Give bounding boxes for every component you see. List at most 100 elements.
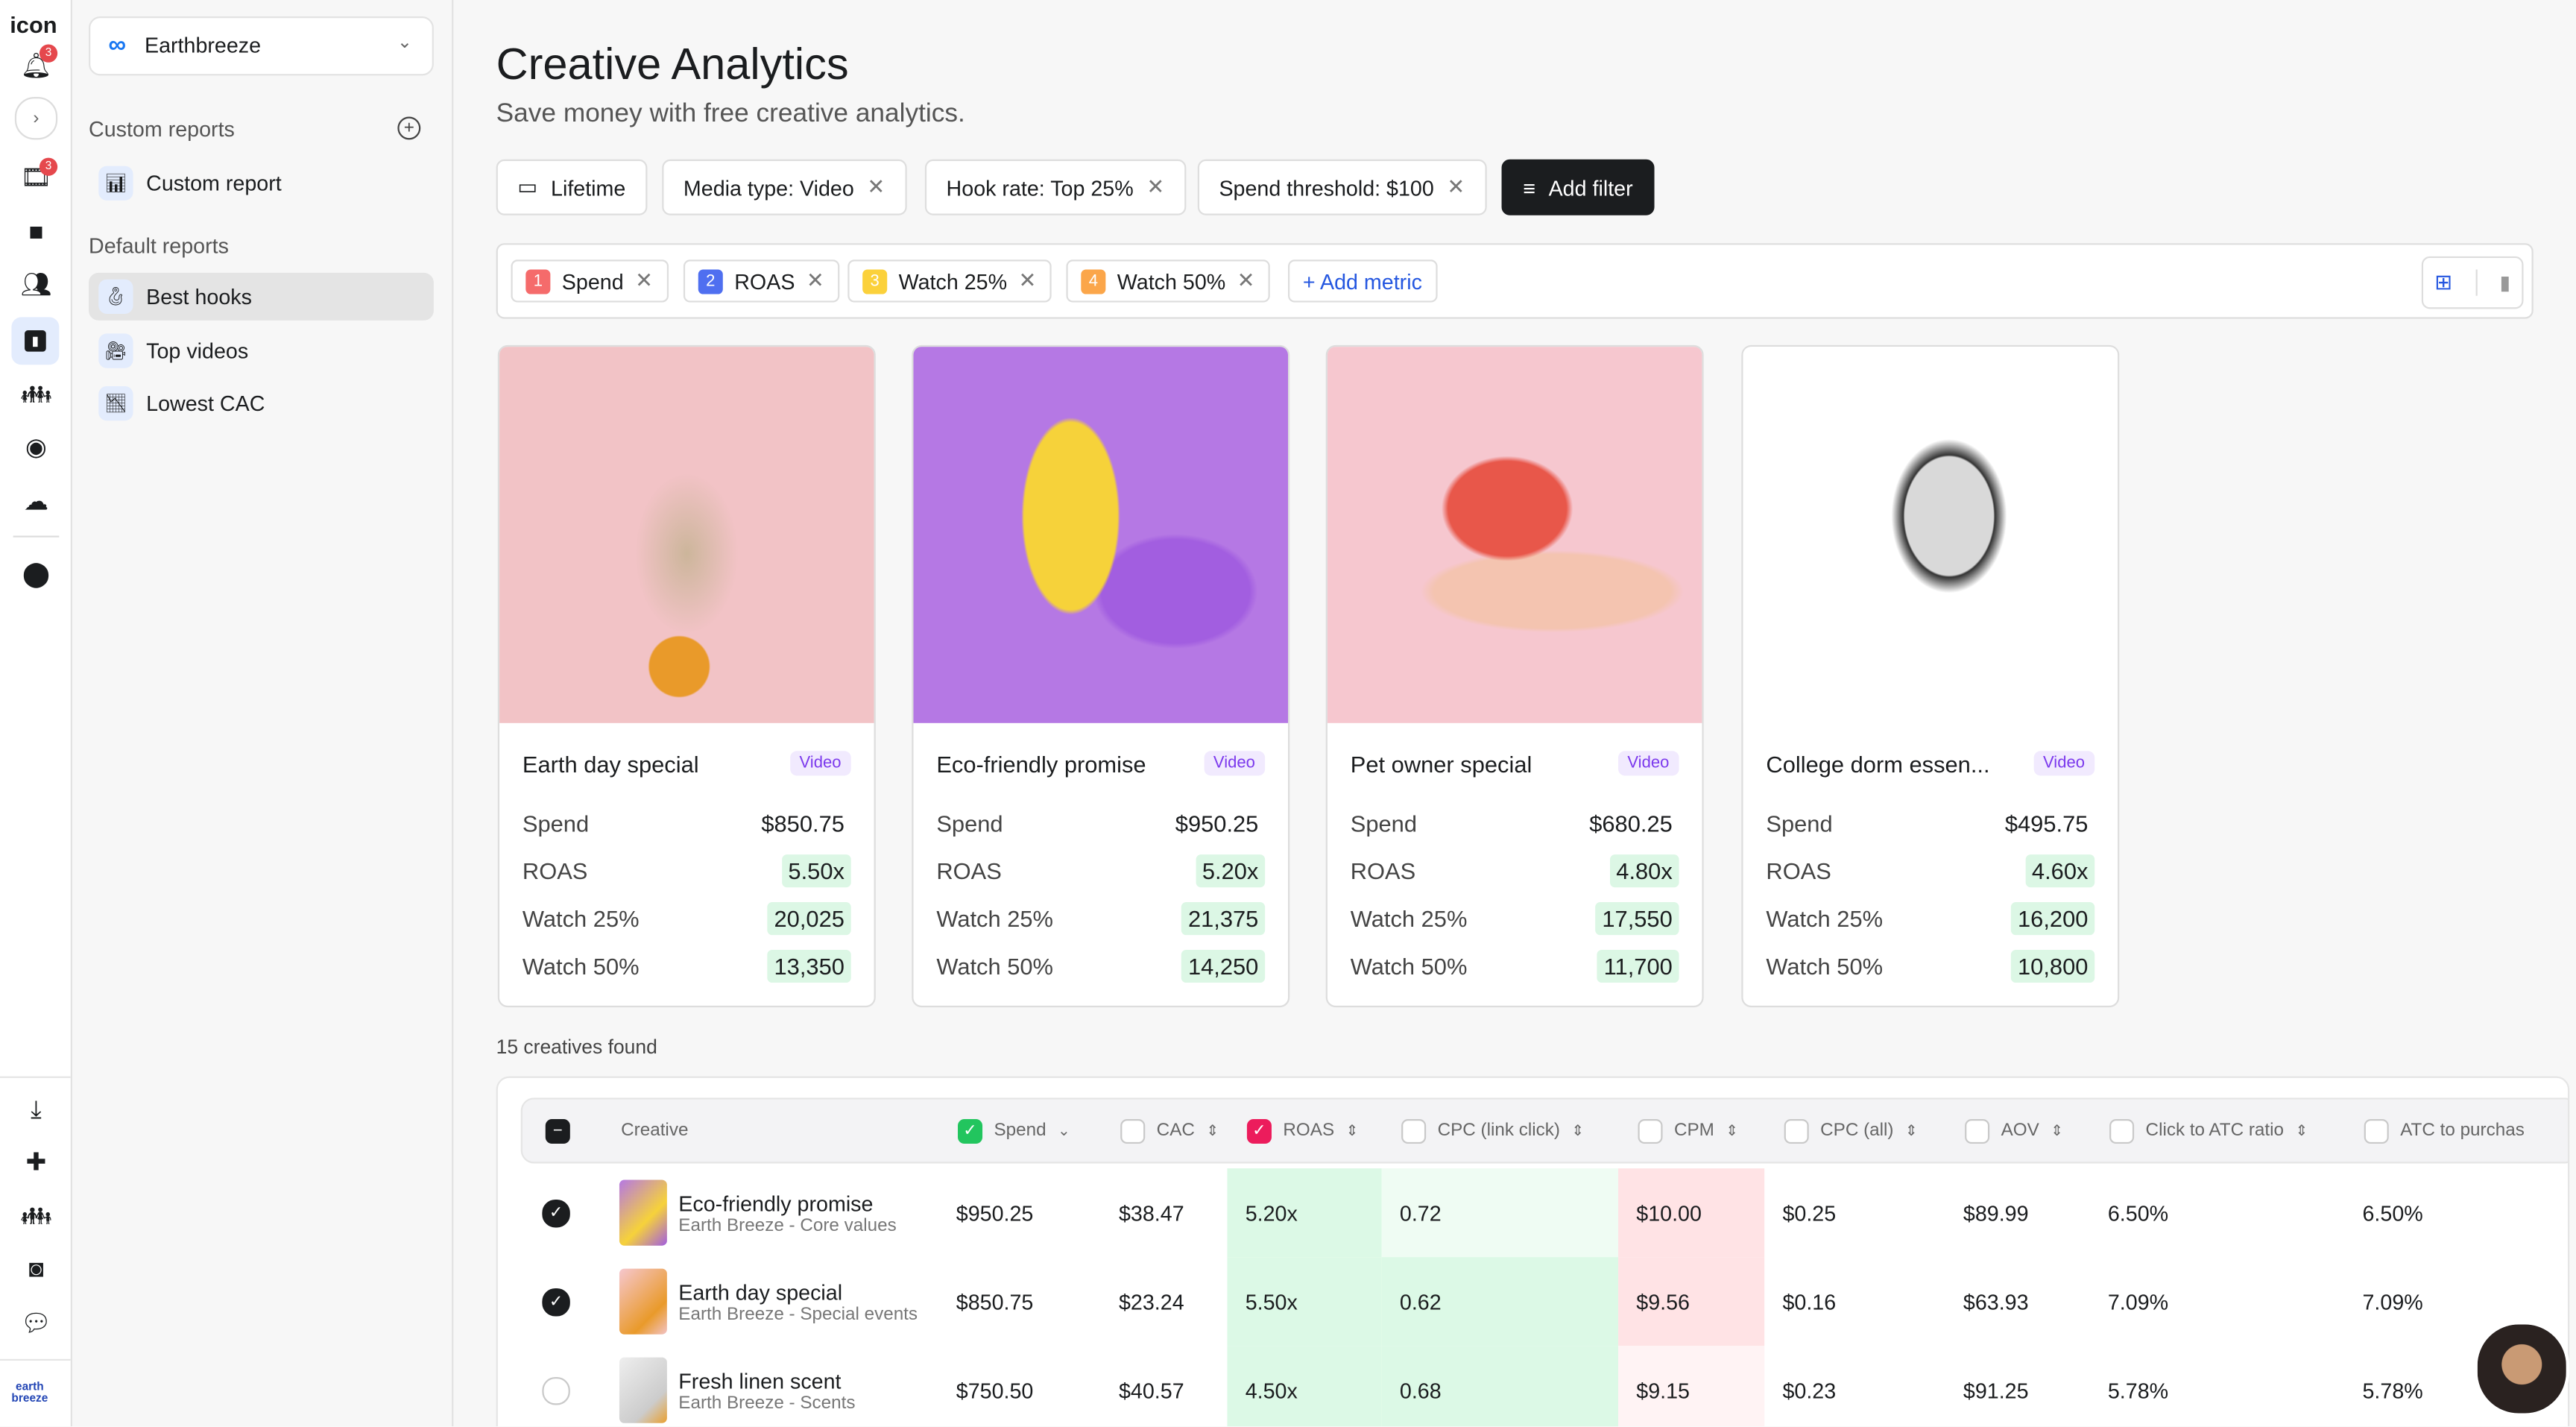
row-select[interactable]	[524, 1346, 593, 1426]
creative-cell[interactable]: Earth day special Earth Breeze - Special …	[596, 1257, 941, 1346]
sort-icon[interactable]: ⇕	[1571, 1121, 1584, 1138]
creative-card[interactable]: Eco-friendly promise Video Spend $950.25 ROA…	[912, 344, 1290, 1008]
metric-chip[interactable]: 4 Watch 50% ✕	[1066, 259, 1270, 303]
close-icon[interactable]: ✕	[806, 268, 824, 293]
table-row[interactable]: ✓ Earth day special Earth Breeze - Special…	[498, 1257, 2568, 1346]
sort-icon[interactable]: ⇕	[2295, 1121, 2308, 1138]
eye-icon[interactable]: ◉	[25, 433, 47, 462]
sidebar-item-label: Lowest CAC	[146, 391, 265, 416]
creative-card[interactable]: Earth day special Video Spend $850.75 ROAS 5.…	[497, 344, 876, 1008]
creative-thumbnail[interactable]	[499, 347, 874, 723]
folder-icon[interactable]: ■	[28, 218, 44, 246]
creative-thumbnail[interactable]	[1327, 347, 1702, 723]
bell-icon[interactable]: 🔔︎ 3	[18, 44, 58, 82]
support-avatar[interactable]	[2474, 1321, 2570, 1417]
metric-label: ROAS	[1766, 857, 1831, 884]
sort-icon[interactable]: ⇕	[1345, 1121, 1359, 1138]
table-row[interactable]: Fresh linen scent Earth Breeze - Scents $7…	[498, 1346, 2568, 1427]
team-icon[interactable]: 👪︎	[20, 381, 52, 409]
close-icon[interactable]: ✕	[1018, 268, 1037, 293]
creative-card[interactable]: College dorm essen... Video Spend $495.75 RO…	[1741, 344, 2120, 1008]
metric-chip[interactable]: 1 Spend ✕	[511, 259, 668, 303]
table-row[interactable]: ✓ Eco-friendly promise Earth Breeze - Core…	[498, 1168, 2568, 1258]
table-cell: 5.78%	[2107, 1378, 2169, 1403]
creative-thumbnail[interactable]	[913, 347, 1289, 723]
column-checkbox[interactable]	[2109, 1118, 2135, 1143]
users-icon[interactable]: 👥︎	[20, 271, 52, 300]
creative-cell[interactable]: Eco-friendly promise Earth Breeze - Core …	[596, 1168, 941, 1257]
analytics-icon[interactable]: ▮	[11, 317, 60, 365]
filter-chip[interactable]: Media type: Video ✕	[662, 159, 907, 215]
row-select[interactable]: ✓	[524, 1168, 593, 1257]
download-icon[interactable]: ⤓	[31, 1095, 42, 1124]
close-icon[interactable]: ✕	[1146, 174, 1165, 199]
table-cell: $40.57	[1118, 1378, 1184, 1403]
chat-icon[interactable]: 💬︎	[20, 1309, 52, 1338]
column-label: CPC (all)	[1820, 1121, 1894, 1141]
sort-icon[interactable]: ⇕	[2051, 1121, 2063, 1138]
filter-chip[interactable]: Hook rate: Top 25% ✕	[924, 159, 1187, 215]
checkbox[interactable]: −	[545, 1118, 570, 1143]
column-checkbox[interactable]	[1784, 1118, 1809, 1143]
close-icon[interactable]: ✕	[867, 174, 886, 199]
column-checkbox[interactable]: ✓	[957, 1118, 983, 1143]
media-type-badge: Video	[1617, 751, 1679, 776]
account-icon[interactable]: ◙	[28, 1254, 44, 1283]
column-checkbox[interactable]	[1965, 1118, 1990, 1143]
chart-view-icon[interactable]: ▮	[2499, 271, 2511, 294]
close-icon[interactable]: ✕	[635, 268, 654, 293]
sort-icon[interactable]: ⇕	[1206, 1121, 1219, 1138]
creative-thumbnail[interactable]	[1743, 347, 2118, 723]
sort-icon[interactable]: ⇕	[1904, 1121, 1918, 1138]
sort-icon[interactable]: ⇕	[1726, 1121, 1738, 1138]
column-checkbox[interactable]	[1120, 1118, 1146, 1143]
puzzle-icon[interactable]: ✚	[25, 1148, 47, 1177]
filter-chip[interactable]: Spend threshold: $100 ✕	[1197, 159, 1487, 215]
sidebar-item-top-videos[interactable]: 🎥 Top videos	[89, 327, 434, 375]
metric-chip[interactable]: 3 Watch 25% ✕	[847, 259, 1052, 303]
column-checkbox[interactable]	[2364, 1118, 2389, 1143]
column-header[interactable]: ATC to purchas	[2364, 1100, 2525, 1162]
column-header[interactable]: ✓ ROAS ⇕	[1246, 1100, 1359, 1162]
report-icon: 📊	[98, 166, 133, 201]
column-header[interactable]: ✓ Spend ⌄	[957, 1100, 1070, 1162]
column-header[interactable]: Click to ATC ratio ⇕	[2109, 1100, 2308, 1162]
row-checkbox[interactable]	[542, 1376, 570, 1405]
account-selector[interactable]: ∞ Earthbreeze ⌄	[89, 16, 434, 76]
add-report-icon[interactable]: +	[397, 116, 421, 140]
creative-cell[interactable]: Fresh linen scent Earth Breeze - Scents	[596, 1346, 941, 1426]
metric-chip[interactable]: 2 ROAS ✕	[683, 259, 839, 303]
expand-sidebar-button[interactable]: ›	[14, 97, 58, 140]
column-checkbox[interactable]	[1638, 1118, 1663, 1143]
date-range-button[interactable]: ▭ Lifetime	[496, 159, 648, 215]
view-toggle[interactable]: ⊞ ▮	[2421, 256, 2524, 309]
row-checkbox[interactable]: ✓	[542, 1287, 570, 1316]
circle-icon[interactable]: ⬤	[22, 560, 50, 589]
column-checkbox[interactable]: ✓	[1246, 1118, 1272, 1143]
sidebar-item-best-hooks[interactable]: 🪝 Best hooks	[89, 272, 434, 321]
column-header[interactable]: Creative	[621, 1100, 688, 1162]
table-header: − Creative ✓ Spend ⌄ CAC ⇕ ✓ ROAS ⇕ CPC (link clic…	[520, 1097, 2569, 1164]
column-header[interactable]: AOV ⇕	[1965, 1100, 2063, 1162]
cloud-upload-icon[interactable]: ☁	[23, 488, 49, 517]
add-filter-button[interactable]: ≡ Add filter	[1501, 159, 1655, 215]
community-icon[interactable]: 👪︎	[20, 1203, 52, 1231]
chevron-down-icon[interactable]: ⌄	[1058, 1121, 1070, 1138]
close-icon[interactable]: ✕	[1237, 268, 1255, 293]
column-checkbox[interactable]	[1401, 1118, 1427, 1143]
table-cell: $91.25	[1963, 1378, 2029, 1403]
row-select[interactable]: ✓	[524, 1257, 593, 1346]
creative-card[interactable]: Pet owner special Video Spend $680.25 ROAS 4.…	[1325, 344, 1704, 1008]
sidebar-item-lowest-cac[interactable]: 📉 Lowest CAC	[89, 379, 434, 427]
column-header[interactable]: CAC ⇕	[1120, 1100, 1219, 1162]
film-icon[interactable]: 🎞︎ 3	[18, 157, 58, 194]
sidebar-item-custom-report[interactable]: 📊 Custom report	[89, 160, 434, 207]
column-header[interactable]: CPC (link click) ⇕	[1401, 1100, 1584, 1162]
row-checkbox[interactable]: ✓	[542, 1198, 570, 1227]
grid-view-icon[interactable]: ⊞	[2434, 269, 2453, 294]
close-icon[interactable]: ✕	[1447, 174, 1465, 199]
add-metric-button[interactable]: + Add metric	[1288, 259, 1437, 303]
column-header[interactable]: CPC (all) ⇕	[1784, 1100, 1918, 1162]
column-header[interactable]: CPM ⇕	[1638, 1100, 1738, 1162]
select-all-checkbox[interactable]: −	[545, 1100, 570, 1162]
